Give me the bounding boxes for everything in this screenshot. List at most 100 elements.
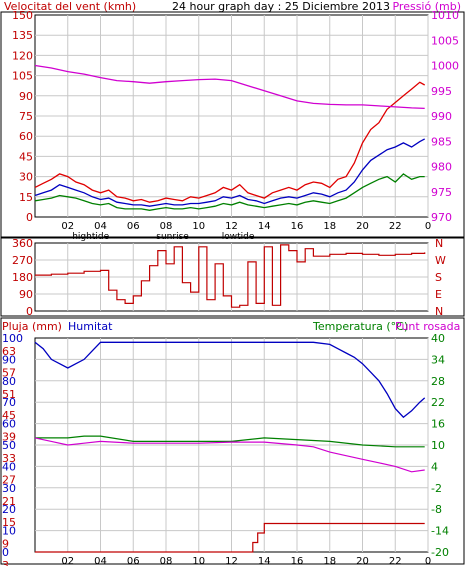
x-tick-label: 14 (258, 556, 271, 566)
y-tick-label-left: 0 (26, 305, 33, 318)
y-tick-label-left: 360 (12, 237, 33, 250)
y-tick-label-humidity: 80 (2, 375, 16, 388)
y-tick-label-right: 10 (431, 439, 445, 452)
y-tick-label-humidity: 90 (2, 353, 16, 366)
y-tick-label-right: 22 (431, 396, 445, 409)
series-line-humidity (34, 341, 426, 419)
x-tick-label: 12 (225, 556, 238, 566)
y-tick-label-left: 75 (19, 110, 33, 123)
plot-layer: 1501351201059075604530150101010051000995… (2, 9, 459, 570)
x-tick-label: 22 (389, 221, 402, 232)
x-tick-label: 16 (291, 221, 304, 232)
series-line-wind_gust (34, 81, 426, 203)
x-marker-lowtide: lowtide (222, 232, 255, 242)
x-tick-label: 04 (94, 221, 107, 232)
series-line-dewpoint (34, 437, 425, 473)
x-tick-label: 02 (61, 221, 74, 232)
y-tick-label-humidity: 60 (2, 418, 16, 431)
y-tick-label-right: 1000 (431, 60, 459, 73)
y-tick-label-right: N (435, 305, 443, 318)
series-line-wind_avg (34, 138, 426, 207)
y-tick-label-right: S (435, 271, 442, 284)
x-tick-label: 10 (192, 221, 205, 232)
series-line-rain (35, 522, 425, 553)
y-tick-label-right: -14 (431, 525, 449, 538)
y-tick-label-humidity: 40 (2, 460, 16, 473)
day-title: 24 hour graph day : 25 Diciembre 2013 (172, 0, 390, 13)
y-tick-label-rain: 27 (2, 473, 16, 486)
series-line-pressure (34, 64, 425, 110)
x-marker-hightide: hightide (72, 232, 109, 242)
y-tick-label-right: 40 (431, 332, 445, 345)
y-tick-label-right: 4 (431, 460, 438, 473)
y-tick-label-rain: 57 (2, 366, 16, 379)
y-tick-label-right: 1005 (431, 34, 459, 47)
y-tick-label-right: E (435, 288, 442, 301)
y-tick-label-rain: 45 (2, 409, 16, 422)
x-tick-label: 0 (425, 221, 431, 232)
x-tick-label: 22 (389, 556, 402, 566)
y-tick-label-right: N (435, 237, 443, 250)
y-tick-label-rain: 33 (2, 452, 16, 465)
series-line-temperature (35, 435, 425, 448)
series-line-wind_low (34, 173, 425, 211)
y-tick-label-left: 60 (19, 130, 33, 143)
y-tick-label-rain: 3 (2, 559, 9, 566)
y-tick-label-humidity: 0 (2, 546, 9, 559)
x-tick-label: 16 (291, 556, 304, 566)
x-tick-label: 14 (258, 221, 271, 232)
x-tick-label: 20 (356, 221, 369, 232)
x-tick-label: 12 (225, 221, 238, 232)
y-tick-label-humidity: 20 (2, 503, 16, 516)
y-tick-label-left: 180 (12, 271, 33, 284)
x-tick-label: 06 (127, 556, 140, 566)
y-tick-label-right: 16 (431, 418, 445, 431)
y-tick-label-left: 150 (12, 9, 33, 22)
y-tick-label-right: W (435, 254, 446, 267)
y-tick-label-left: 90 (19, 288, 33, 301)
y-tick-label-right: 34 (431, 353, 445, 366)
y-tick-label-left: 270 (12, 254, 33, 267)
x-tick-label: 08 (160, 556, 173, 566)
y-tick-label-right: 28 (431, 375, 445, 388)
y-tick-label-right: 1010 (431, 9, 459, 22)
y-tick-label-humidity: 30 (2, 482, 16, 495)
y-tick-label-humidity: 100 (2, 332, 23, 345)
x-marker-sunrise: sunrise (156, 232, 189, 242)
rain-label: Pluja (mm) (2, 320, 62, 333)
x-tick-label: 20 (356, 556, 369, 566)
x-tick-label: 08 (160, 221, 173, 232)
y-tick-label-right: 970 (431, 211, 452, 224)
y-tick-label-right: -20 (431, 546, 449, 559)
y-tick-label-rain: 21 (2, 495, 16, 508)
y-tick-label-humidity: 70 (2, 396, 16, 409)
y-tick-label-humidity: 10 (2, 525, 16, 538)
direction-panel-frame (0, 237, 465, 317)
y-tick-label-right: 995 (431, 85, 452, 98)
y-tick-label-left: 15 (19, 191, 33, 204)
pressure-title: Pressió (mb) (392, 0, 461, 13)
dewpoint-label: Punt rosada (395, 320, 460, 333)
y-tick-label-right: -2 (431, 482, 442, 495)
y-tick-label-rain: 63 (2, 345, 16, 358)
y-tick-label-right: 980 (431, 161, 452, 174)
wind-panel-frame (0, 11, 465, 238)
x-tick-label: 18 (323, 221, 336, 232)
y-tick-label-rain: 39 (2, 431, 16, 444)
y-tick-label-right: 990 (431, 110, 452, 123)
y-tick-label-right: 985 (431, 135, 452, 148)
humidity-label: Humitat (68, 320, 113, 333)
temperature-label: Temperatura (°C) (312, 320, 408, 333)
y-tick-label-left: 120 (12, 49, 33, 62)
wind-title: Velocitat del vent (kmh) (4, 0, 136, 13)
y-tick-label-left: 0 (26, 211, 33, 224)
x-tick-label: 04 (94, 556, 107, 566)
y-tick-label-rain: 51 (2, 388, 16, 401)
y-tick-label-rain: 15 (2, 516, 16, 529)
y-tick-label-rain: 9 (2, 538, 9, 551)
y-tick-label-left: 45 (19, 150, 33, 163)
x-tick-label: 10 (192, 556, 205, 566)
y-tick-label-left: 30 (19, 171, 33, 184)
